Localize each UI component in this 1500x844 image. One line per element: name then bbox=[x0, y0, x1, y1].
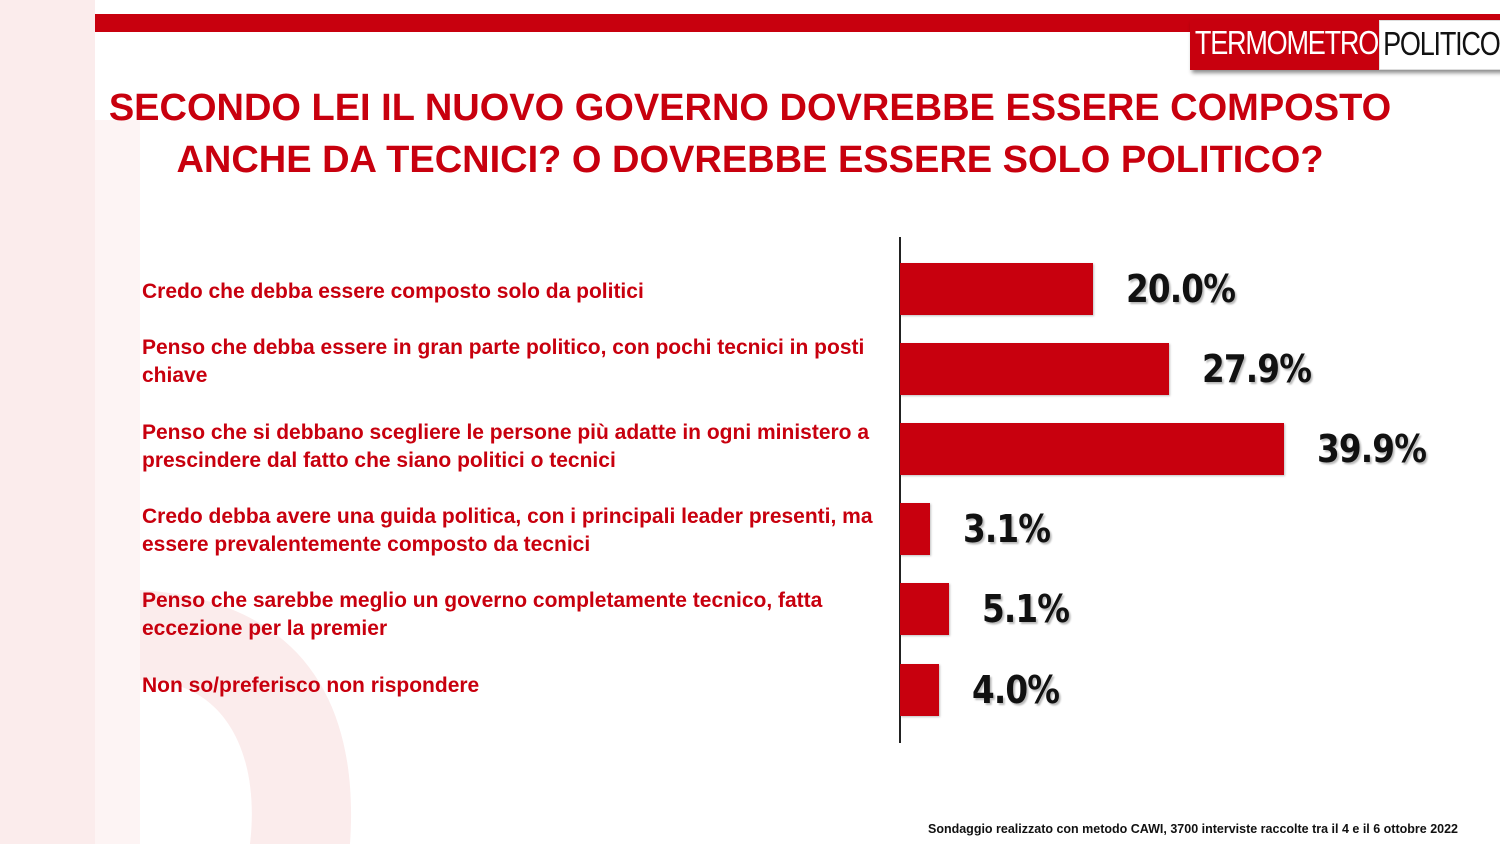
value-label-4: 3.1% bbox=[963, 507, 1051, 551]
logo-right-text: POLITICO bbox=[1379, 20, 1500, 70]
value-label-1: 20.0% bbox=[1126, 267, 1236, 311]
category-label-5: Penso che sarebbe meglio un governo comp… bbox=[142, 589, 823, 640]
bar-6 bbox=[900, 664, 939, 716]
top-accent-bar bbox=[0, 14, 1500, 32]
source-note: Sondaggio realizzato con metodo CAWI, 37… bbox=[927, 822, 1458, 836]
category-label-1: Credo che debba essere composto solo da … bbox=[142, 280, 644, 303]
category-label-6: Non so/preferisco non rispondere bbox=[142, 674, 480, 697]
value-label-2: 27.9% bbox=[1202, 347, 1312, 391]
category-label-2: Penso che debba essere in gran parte pol… bbox=[142, 336, 865, 387]
logo-left-text: TERMOMETRO bbox=[1190, 20, 1382, 70]
category-label-3: Penso che si debbano scegliere le person… bbox=[142, 421, 870, 472]
bar-1 bbox=[900, 263, 1093, 315]
chart-title: SECONDO LEI IL NUOVO GOVERNO DOVREBBE ES… bbox=[108, 87, 1392, 181]
bar-3 bbox=[900, 423, 1284, 475]
value-label-6: 4.0% bbox=[972, 668, 1060, 712]
bar-4 bbox=[900, 503, 930, 555]
value-label-3: 39.9% bbox=[1317, 427, 1427, 471]
category-axis-line bbox=[899, 237, 901, 743]
bar-2 bbox=[900, 343, 1169, 395]
brand-logo: TERMOMETRO POLITICO bbox=[1190, 20, 1500, 70]
value-label-5: 5.1% bbox=[982, 587, 1070, 631]
bar-5 bbox=[900, 583, 949, 635]
category-label-4: Credo debba avere una guida politica, co… bbox=[142, 505, 873, 556]
